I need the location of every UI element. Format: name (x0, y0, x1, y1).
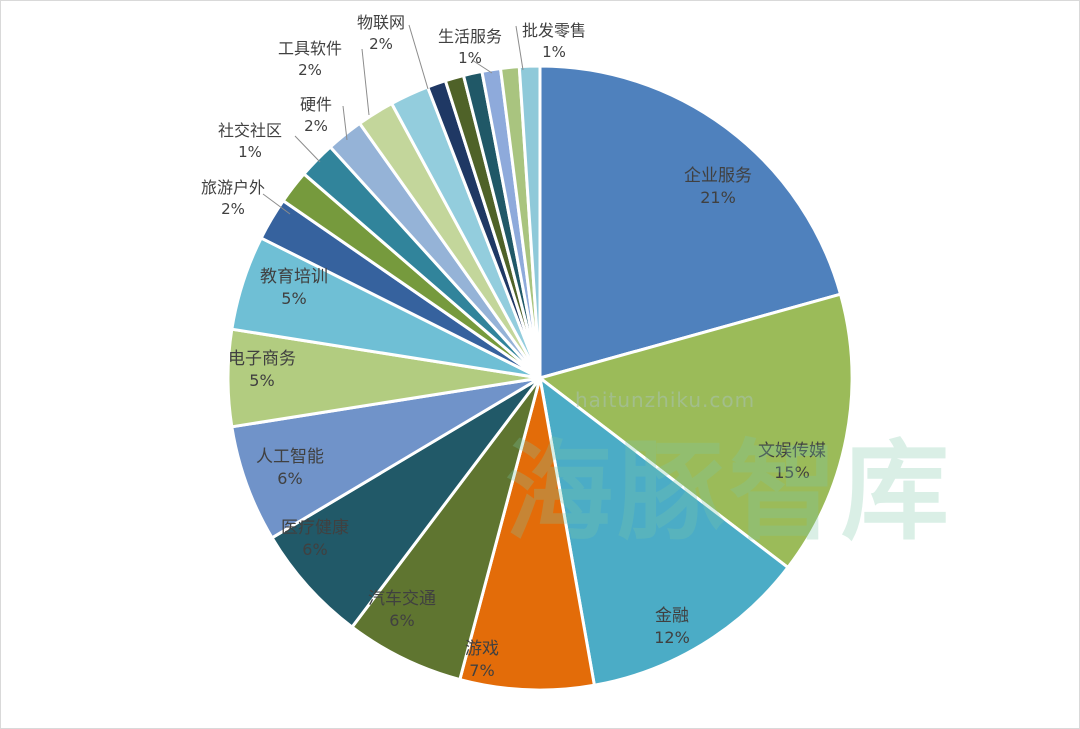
slice-label: 电子商务 (228, 349, 296, 369)
leader-line (361, 48, 370, 116)
leader-line (408, 24, 429, 90)
pie-slice (538, 292, 854, 569)
slice-value-label: 6% (277, 469, 302, 488)
leader-line (515, 25, 524, 71)
slice-value-label: 21% (700, 188, 736, 207)
slice-value-label: 1% (542, 43, 566, 61)
slice-value-label: 2% (298, 61, 322, 79)
slice-value-label: 6% (389, 611, 414, 630)
slice-label: 教育培训 (260, 267, 328, 287)
slice-label: 批发零售 (522, 21, 586, 40)
slice-label: 文娱传媒 (758, 441, 826, 461)
leader-line (471, 59, 493, 74)
slice-label: 社交社区 (218, 121, 282, 140)
slice-value-label: 2% (369, 35, 393, 53)
pie-slice (517, 64, 542, 380)
slice-label: 工具软件 (278, 39, 342, 58)
slice-label: 物联网 (357, 13, 405, 32)
slice-value-label: 5% (249, 371, 274, 390)
leader-line (342, 105, 348, 141)
pie-slice (458, 376, 596, 692)
slice-label: 硬件 (300, 95, 332, 114)
pie-slice (538, 64, 843, 380)
leader-line (262, 193, 291, 215)
slice-value-label: 15% (774, 463, 810, 482)
slice-label: 医疗健康 (281, 518, 349, 538)
slice-value-label: 5% (281, 289, 306, 308)
slice-value-label: 1% (238, 143, 262, 161)
slice-label: 游戏 (465, 639, 499, 659)
pie-slice (350, 376, 542, 682)
slice-value-label: 12% (654, 628, 690, 647)
slice-label: 金融 (655, 606, 689, 626)
slice-value-label: 2% (304, 117, 328, 135)
slice-value-label: 1% (458, 49, 482, 67)
slice-value-label: 7% (469, 661, 494, 680)
slice-label: 旅游户外 (201, 178, 265, 197)
slice-label: 汽车交通 (368, 589, 436, 609)
pie-slice (230, 376, 542, 540)
pie-slice (270, 376, 542, 629)
slice-value-label: 6% (302, 540, 327, 559)
leader-line (294, 135, 321, 163)
slice-label: 生活服务 (438, 27, 502, 46)
pie-slice (538, 376, 790, 687)
slice-label: 人工智能 (256, 447, 324, 467)
slice-label: 企业服务 (684, 166, 752, 186)
slice-value-label: 2% (221, 200, 245, 218)
